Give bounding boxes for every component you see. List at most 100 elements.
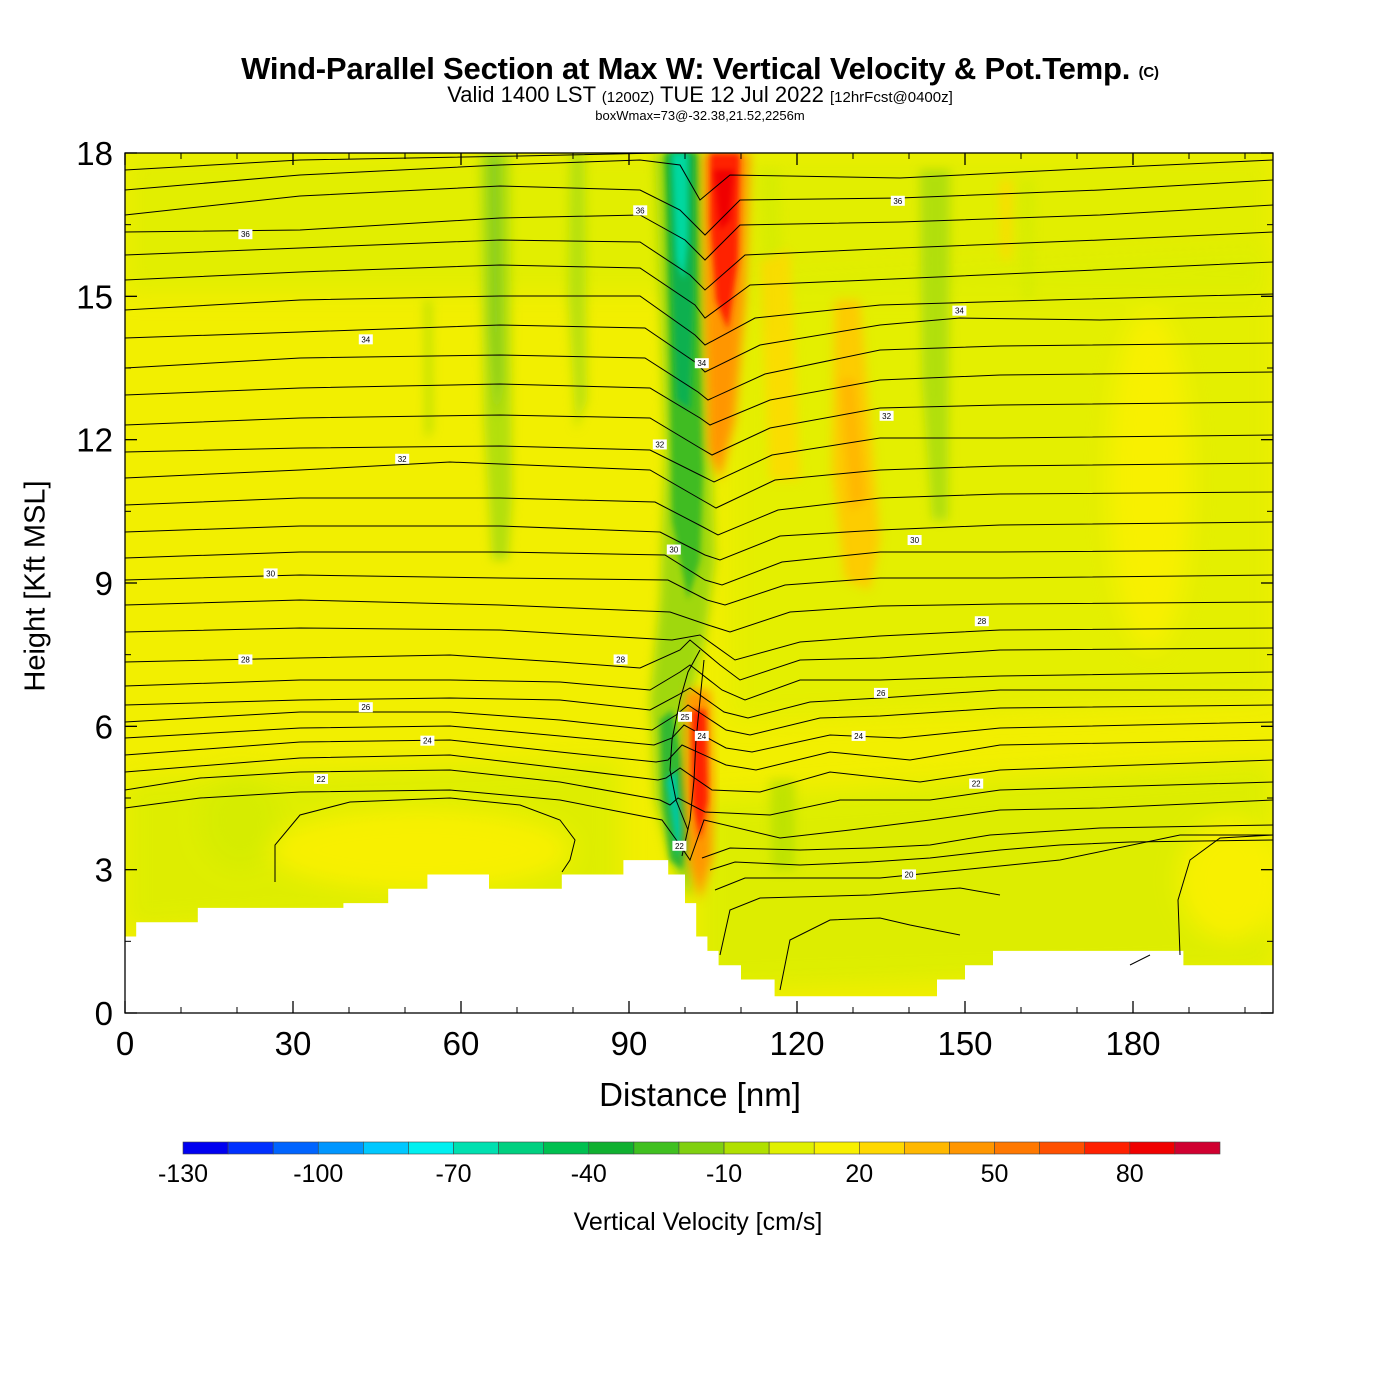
contour-label-text: 32 — [398, 455, 407, 464]
y-tick-label: 9 — [95, 565, 113, 602]
contour-label: 36 — [633, 205, 648, 216]
theta-contour — [719, 887, 1001, 956]
contour-label-text: 30 — [266, 569, 275, 578]
contour-label: 34 — [952, 305, 967, 316]
contour-label-bg — [907, 535, 922, 545]
valid-time-line: Valid 1400 LST (1200Z) TUE 12 Jul 2022 [… — [0, 84, 1400, 109]
contour-label: 30 — [263, 568, 278, 579]
contour-label-text: 28 — [241, 655, 250, 664]
contour-label-text: 32 — [655, 440, 664, 449]
contour-label: 22 — [314, 773, 328, 784]
colorbar-title: Vertical Velocity [cm/s] — [573, 1208, 823, 1236]
contour-label-bg — [851, 730, 866, 741]
contour-label-text: 22 — [675, 842, 684, 851]
contour-label-text: 34 — [955, 307, 964, 316]
box-wmax-info: boxWmax=73@-32.38,21.52,2256m — [595, 108, 805, 123]
contour-label-bg — [902, 869, 916, 880]
theta-contour — [125, 721, 1273, 753]
contour-label: 34 — [358, 334, 373, 345]
downdraft-streaks — [425, 153, 1035, 870]
colorbar-swatch — [633, 1141, 680, 1155]
colorbar-label: 20 — [845, 1160, 873, 1188]
theta-contour — [714, 834, 1273, 891]
colorbar-swatch — [543, 1141, 590, 1155]
theta-contour — [125, 664, 1273, 701]
colorbar-swatch — [813, 1141, 860, 1155]
contour-label: 22 — [672, 840, 687, 851]
contour-label-bg — [395, 453, 410, 464]
colorbar-swatch — [272, 1141, 319, 1155]
contour-label-bg — [358, 702, 373, 713]
y-tick-label: 12 — [76, 422, 113, 459]
colorbar-swatch — [1084, 1141, 1131, 1155]
colorbar-label: -130 — [158, 1160, 208, 1188]
x-tick-label: 120 — [769, 1025, 824, 1062]
valid-date: TUE 12 Jul 2022 — [659, 82, 824, 107]
contour-label-text: 20 — [905, 870, 914, 879]
contour-label-text: 25 — [681, 713, 690, 722]
contour-label: 30 — [907, 535, 922, 545]
theta-contour — [125, 789, 1273, 862]
y-tick-label: 3 — [95, 852, 113, 889]
contour-label: 28 — [238, 654, 253, 665]
valid-zulu: (1200Z) — [601, 89, 655, 106]
contour-label-bg — [672, 840, 687, 851]
theta-contour — [125, 549, 1273, 586]
theta-contour — [125, 293, 1273, 346]
theta-contour — [125, 153, 661, 171]
colorbar-swatch — [408, 1141, 454, 1155]
x-tick-label: 0 — [116, 1025, 134, 1062]
colorbar-swatch — [317, 1141, 364, 1155]
contour-label-bg — [890, 195, 905, 206]
contour-label: 26 — [358, 702, 373, 713]
theta-contour — [1177, 834, 1273, 956]
theta-contour — [125, 261, 1273, 319]
theta-contour — [125, 491, 1273, 536]
colorbar-swatch — [949, 1141, 995, 1155]
theta-contour — [125, 739, 1273, 771]
contour-label: 32 — [652, 439, 667, 450]
contour-label-bg — [969, 778, 984, 789]
contour-label-text: 36 — [241, 230, 250, 239]
colorbar-swatch — [588, 1141, 635, 1155]
valid-prefix: Valid 1400 LST — [447, 82, 596, 107]
colorbar: -130 -100 -70 -40 -10 20 50 80 — [158, 1141, 1221, 1188]
colorbar-swatch — [859, 1141, 905, 1155]
x-tick-label: 180 — [1105, 1025, 1160, 1062]
colorbar-swatch — [227, 1141, 274, 1155]
contour-labels: 36 36 36 34 34 34 32 32 32 30 30 30 28 28 28 26 26 25 24 24… — [238, 195, 989, 880]
contour-label: 30 — [666, 544, 681, 555]
contour-label-bg — [952, 305, 967, 316]
colorbar-swatch — [768, 1141, 815, 1155]
contour-label-text: 24 — [697, 732, 706, 741]
contour-label-bg — [974, 616, 989, 627]
colorbar-label: -100 — [293, 1160, 343, 1188]
contour-label-bg — [879, 410, 894, 421]
y-tick-label: 15 — [76, 278, 113, 315]
contour-label: 36 — [890, 195, 905, 206]
contour-label-bg — [666, 544, 681, 555]
contour-label: 24 — [851, 730, 866, 741]
x-tick-label: 60 — [443, 1025, 480, 1062]
contour-label-bg — [263, 568, 278, 579]
contour-label-bg — [633, 205, 648, 216]
title-block: Wind-Parallel Section at Max W: Vertical… — [0, 52, 1400, 123]
contour-label-bg — [694, 358, 709, 369]
copyright-mark: (C) — [1138, 64, 1159, 81]
contour-label-bg — [314, 773, 328, 784]
colorbar-swatch — [498, 1141, 544, 1155]
theta-contour — [125, 704, 1273, 736]
colorbar-swatch — [453, 1141, 499, 1155]
theta-contour — [125, 371, 1273, 426]
theta-contour — [274, 797, 576, 882]
contour-label-text: 24 — [854, 732, 863, 741]
contour-label-text: 22 — [972, 780, 981, 789]
contour-label-bg — [358, 334, 373, 345]
contour-label-bg — [874, 687, 888, 698]
theta-contour — [125, 639, 1273, 681]
colorbar-label: -70 — [435, 1160, 471, 1188]
theta-contour — [125, 434, 1273, 483]
y-tick-label: 18 — [76, 135, 113, 172]
contour-label-text: 22 — [317, 775, 326, 784]
contour-label-text: 28 — [616, 655, 625, 664]
